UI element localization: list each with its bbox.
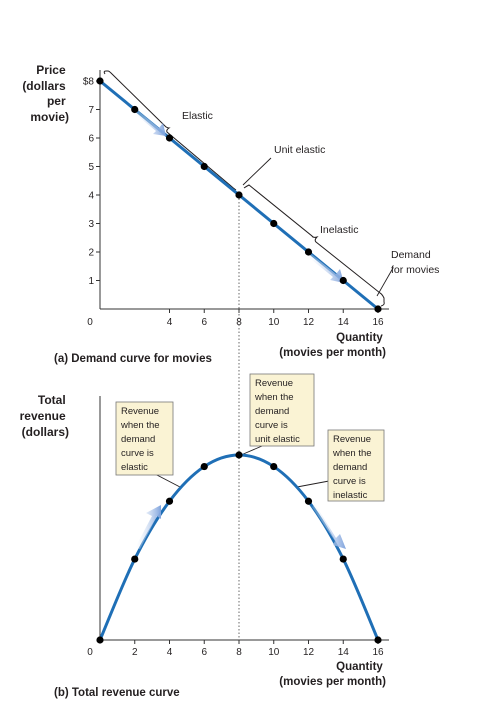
revenue-point (339, 555, 347, 563)
x-tick-label: 6 (201, 317, 207, 328)
inelastic-bracket (243, 184, 385, 307)
demand-point (200, 162, 208, 171)
x-tick-label: 16 (372, 317, 384, 328)
x-ticks-b: 0 2 4 6 8 10 12 14 16 (87, 640, 384, 658)
elastic-box-pointer (154, 473, 181, 488)
revenue-point (131, 555, 139, 563)
y-tick-label: 5 (88, 162, 94, 173)
panel-a: Price (dollars per movie) $8 7 6 5 4 3 2 1 0 4 6 8… (22, 63, 439, 640)
unit-elastic-label: Unit elastic (274, 144, 325, 156)
elastic-direction-arrow (134, 110, 166, 136)
revenue-point (96, 636, 104, 644)
caption-a: (a) Demand curve for movies (54, 353, 212, 365)
demand-point (270, 219, 278, 228)
inelastic-direction-arrow (307, 253, 344, 283)
demand-label: Demand for movies (391, 249, 439, 276)
x-tick-label: 2 (132, 647, 138, 658)
x-tick-label: 12 (303, 317, 315, 328)
demand-point (374, 305, 382, 313)
unit-elastic-pointer (242, 157, 272, 186)
revenue-point (374, 636, 382, 644)
x-axis-label-b: Quantity (movies per month) (279, 661, 386, 688)
demand-point (131, 105, 139, 114)
elastic-revenue-box: Revenue when the demand curve is elastic (115, 401, 174, 476)
svg-text:Revenue when the: Revenue when the demand curve is elastic (120, 406, 162, 473)
x-tick-label: 16 (372, 647, 384, 658)
x-tick-label: 4 (167, 647, 173, 658)
demand-pointer (376, 267, 394, 297)
x-tick-label: 8 (236, 317, 242, 328)
x-tick-label: 8 (236, 647, 242, 658)
panel-b: Total revenue (dollars) 0 2 4 6 8 10 12 14 16 Re… (20, 373, 389, 699)
unit-revenue-box: Revenue when the demand curve is unit el… (249, 373, 315, 447)
y-tick-label: 3 (88, 219, 94, 230)
x-tick-label: 4 (167, 317, 173, 328)
svg-text:Revenue when the: Revenue when the demand curve is unit el… (254, 378, 300, 445)
y-ticks-a: $8 7 6 5 4 3 2 1 (83, 77, 100, 287)
revenue-point (270, 462, 278, 471)
demand-point (235, 191, 243, 199)
y-tick-label: 6 (88, 134, 94, 145)
y-axis-label-b: Total revenue (dollars) (20, 393, 69, 439)
inelastic-revenue-arrow (312, 504, 346, 549)
x-tick-label: 14 (338, 317, 350, 328)
demand-point (96, 77, 104, 85)
inelastic-revenue-box: Revenue when the demand curve is inelast… (327, 429, 385, 502)
revenue-point (304, 497, 313, 505)
demand-point (165, 134, 174, 142)
x-tick-label: 0 (87, 317, 93, 328)
demand-point (304, 248, 313, 256)
revenue-point (165, 497, 174, 505)
unit-box-pointer (240, 445, 263, 456)
x-tick-label: 6 (201, 647, 207, 658)
x-tick-label: 10 (268, 647, 280, 658)
caption-b: (b) Total revenue curve (54, 687, 180, 699)
x-tick-label: 10 (268, 317, 280, 328)
y-axis-label-a: Price (dollars per movie) (22, 63, 69, 124)
svg-text:Revenue when the: Revenue when the demand curve is inelast… (332, 434, 374, 501)
revenue-point (200, 462, 208, 471)
elastic-label: Elastic (182, 110, 213, 122)
elastic-revenue-arrow (135, 505, 161, 549)
y-tick-label: 2 (88, 248, 94, 259)
y-tick-label: 1 (88, 276, 94, 287)
demand-point (339, 276, 347, 285)
y-tick-label: 4 (88, 191, 94, 202)
elastic-bracket (103, 70, 237, 191)
revenue-point (235, 451, 243, 459)
revenue-points (96, 451, 382, 644)
demand-points (96, 77, 382, 313)
x-ticks-a: 0 4 6 8 10 12 14 16 (87, 309, 384, 328)
x-axis-label-a: Quantity (movies per month) (279, 332, 386, 359)
y-tick-label: 7 (88, 105, 94, 116)
inelastic-label: Inelastic (320, 224, 359, 236)
x-tick-label: 14 (338, 647, 350, 658)
inelastic-box-pointer (296, 480, 330, 488)
x-tick-label: 0 (87, 647, 93, 658)
x-tick-label: 12 (303, 647, 315, 658)
y-tick-label: $8 (83, 77, 95, 88)
